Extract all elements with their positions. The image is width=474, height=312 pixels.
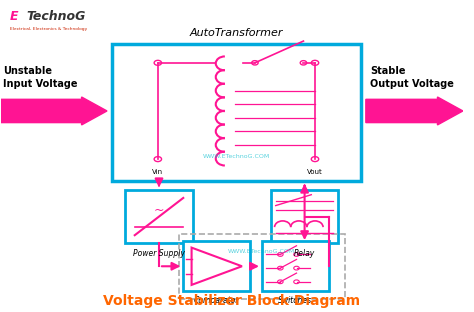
Text: ~: ~ [154, 204, 164, 217]
Text: Relay: Relay [294, 249, 315, 258]
Text: Vout: Vout [307, 169, 323, 175]
Text: Electrical, Electronics & Technology: Electrical, Electronics & Technology [10, 27, 87, 31]
Text: Unstable
Input Voltage: Unstable Input Voltage [3, 66, 78, 89]
Text: Power Supply: Power Supply [133, 249, 185, 258]
Bar [183, 241, 250, 291]
Text: WWW.ETechnoG.COM: WWW.ETechnoG.COM [228, 249, 295, 254]
Text: TechnoG: TechnoG [26, 10, 85, 23]
Bar [179, 234, 345, 299]
FancyArrow shape [0, 97, 107, 125]
Bar [271, 190, 338, 243]
Text: Voltage Stabilizer Block Diagram: Voltage Stabilizer Block Diagram [103, 294, 360, 308]
FancyArrow shape [366, 97, 463, 125]
Text: E: E [10, 10, 18, 23]
Text: Switches: Switches [278, 296, 312, 305]
Text: Stable
Output Voltage: Stable Output Voltage [371, 66, 455, 89]
Text: Vin: Vin [152, 169, 164, 175]
Text: AutoTransformer: AutoTransformer [190, 28, 283, 38]
Text: WWW.ETechnoG.COM: WWW.ETechnoG.COM [203, 154, 270, 158]
Bar [111, 44, 361, 181]
Bar [126, 190, 192, 243]
Bar [262, 241, 329, 291]
Text: Comparator: Comparator [194, 296, 239, 305]
